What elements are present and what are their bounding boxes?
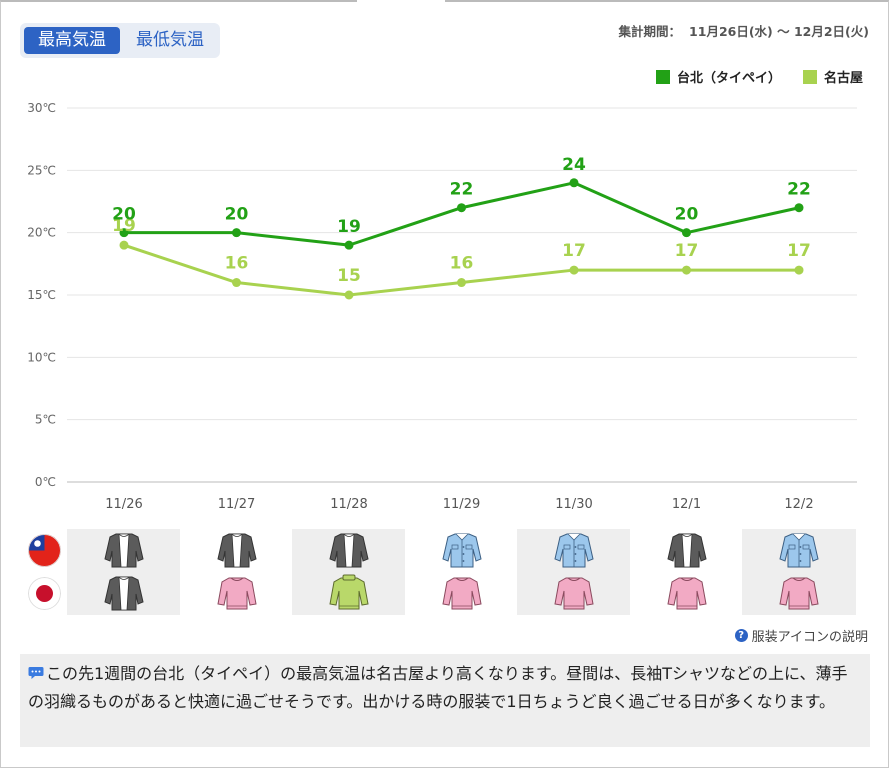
data-label-taipei: 24: [562, 155, 586, 175]
clothing-cell: [517, 529, 631, 572]
clothing-cell: [292, 572, 406, 615]
data-label-taipei: 22: [787, 180, 811, 200]
period-info: 集計期間： 11月26日(水) 〜 12月2日(火): [619, 21, 869, 40]
clothing-cell: [67, 529, 181, 572]
y-tick-label: 10℃: [27, 350, 56, 364]
chart-legend: 台北（タイペイ） 名古屋: [655, 67, 863, 86]
clothing-cell: [179, 529, 294, 572]
data-label-nagoya: 16: [225, 254, 249, 274]
legend-swatch-nagoya: [802, 69, 817, 84]
temperature-line-chart: 0℃ 5℃ 10℃ 15℃ 20℃ 25℃ 30℃ 11/26 11/27 11/28 11/29 1…: [27, 101, 857, 512]
data-point-taipei: [682, 228, 691, 238]
clothing-cell: [517, 572, 631, 615]
forecast-comment: この先1週間の台北（タイペイ）の最高気温は名古屋より高くなります。昼間は、長袖T…: [20, 654, 870, 747]
comment-text: この先1週間の台北（タイペイ）の最高気温は名古屋より高くなります。昼間は、長袖T…: [28, 664, 848, 711]
data-point-nagoya: [232, 278, 241, 288]
x-tick-label: 12/1: [672, 497, 701, 512]
clothing-cell: [179, 572, 294, 615]
x-tick-label: 11/29: [443, 497, 480, 512]
data-label-taipei: 22: [450, 180, 474, 200]
legend-swatch-taipei: [655, 69, 670, 84]
x-tick-label: 11/27: [218, 497, 255, 512]
clothing-cell: [404, 572, 519, 615]
y-tick-label: 25℃: [27, 163, 56, 177]
data-point-nagoya: [794, 265, 804, 275]
data-point-nagoya: [119, 240, 129, 250]
japan-flag-icon: [28, 577, 61, 610]
data-label-nagoya: 19: [112, 216, 136, 236]
legend-label-taipei: 台北（タイペイ）: [676, 71, 781, 86]
data-point-taipei: [569, 178, 579, 188]
comment-bubble-icon: [28, 661, 44, 679]
data-label-nagoya: 17: [787, 241, 811, 261]
data-point-taipei: [119, 228, 129, 238]
data-point-taipei: [794, 203, 804, 213]
y-tick-label: 20℃: [27, 226, 56, 240]
data-point-taipei: [232, 228, 241, 238]
period-label: 集計期間：: [618, 24, 682, 39]
y-tick-label: 15℃: [27, 288, 56, 302]
clothing-cell: [629, 529, 744, 572]
y-tick-label: 0℃: [35, 475, 56, 489]
data-point-nagoya: [344, 290, 354, 300]
max-temp-button[interactable]: 最高気温: [24, 27, 120, 54]
x-tick-label: 11/30: [555, 497, 592, 512]
temperature-toggle: 最高気温 最低気温: [20, 23, 220, 58]
x-tick-label: 11/28: [330, 497, 367, 512]
clothing-cell: [404, 529, 519, 572]
x-tick-label: 11/26: [105, 497, 142, 512]
active-tab-indicator: [357, 0, 445, 4]
y-tick-label: 5℃: [35, 413, 56, 427]
clothing-help-link[interactable]: ? 服装アイコンの説明: [734, 626, 868, 645]
taiwan-flag-icon: [28, 534, 61, 567]
data-label-nagoya: 15: [337, 266, 361, 286]
x-tick-label: 12/2: [784, 497, 813, 512]
data-point-taipei: [457, 203, 466, 213]
help-link-label: 服装アイコンの説明: [751, 630, 868, 645]
clothing-cell: [742, 572, 856, 615]
help-icon: ?: [734, 629, 748, 642]
clothing-cell: [629, 572, 744, 615]
legend-item-nagoya: 名古屋: [802, 67, 863, 86]
legend-label-nagoya: 名古屋: [823, 71, 863, 86]
period-value: 11月26日(水) 〜 12月2日(火): [689, 24, 869, 39]
data-label-taipei: 20: [112, 205, 136, 225]
data-point-nagoya: [457, 278, 466, 288]
data-label-taipei: 20: [675, 205, 699, 225]
clothing-cell: [67, 572, 181, 615]
data-label-nagoya: 17: [562, 241, 586, 261]
legend-item-taipei: 台北（タイペイ）: [655, 67, 781, 86]
data-point-nagoya: [682, 265, 691, 275]
data-label-nagoya: 16: [450, 254, 474, 274]
data-label-nagoya: 17: [675, 241, 699, 261]
clothing-cell: [292, 529, 406, 572]
data-label-taipei: 20: [225, 205, 249, 225]
clothing-cell: [742, 529, 856, 572]
data-label-taipei: 19: [337, 217, 361, 237]
min-temp-button[interactable]: 最低気温: [136, 30, 204, 50]
data-point-nagoya: [569, 265, 579, 275]
data-point-taipei: [344, 240, 354, 250]
y-tick-label: 30℃: [27, 101, 56, 115]
